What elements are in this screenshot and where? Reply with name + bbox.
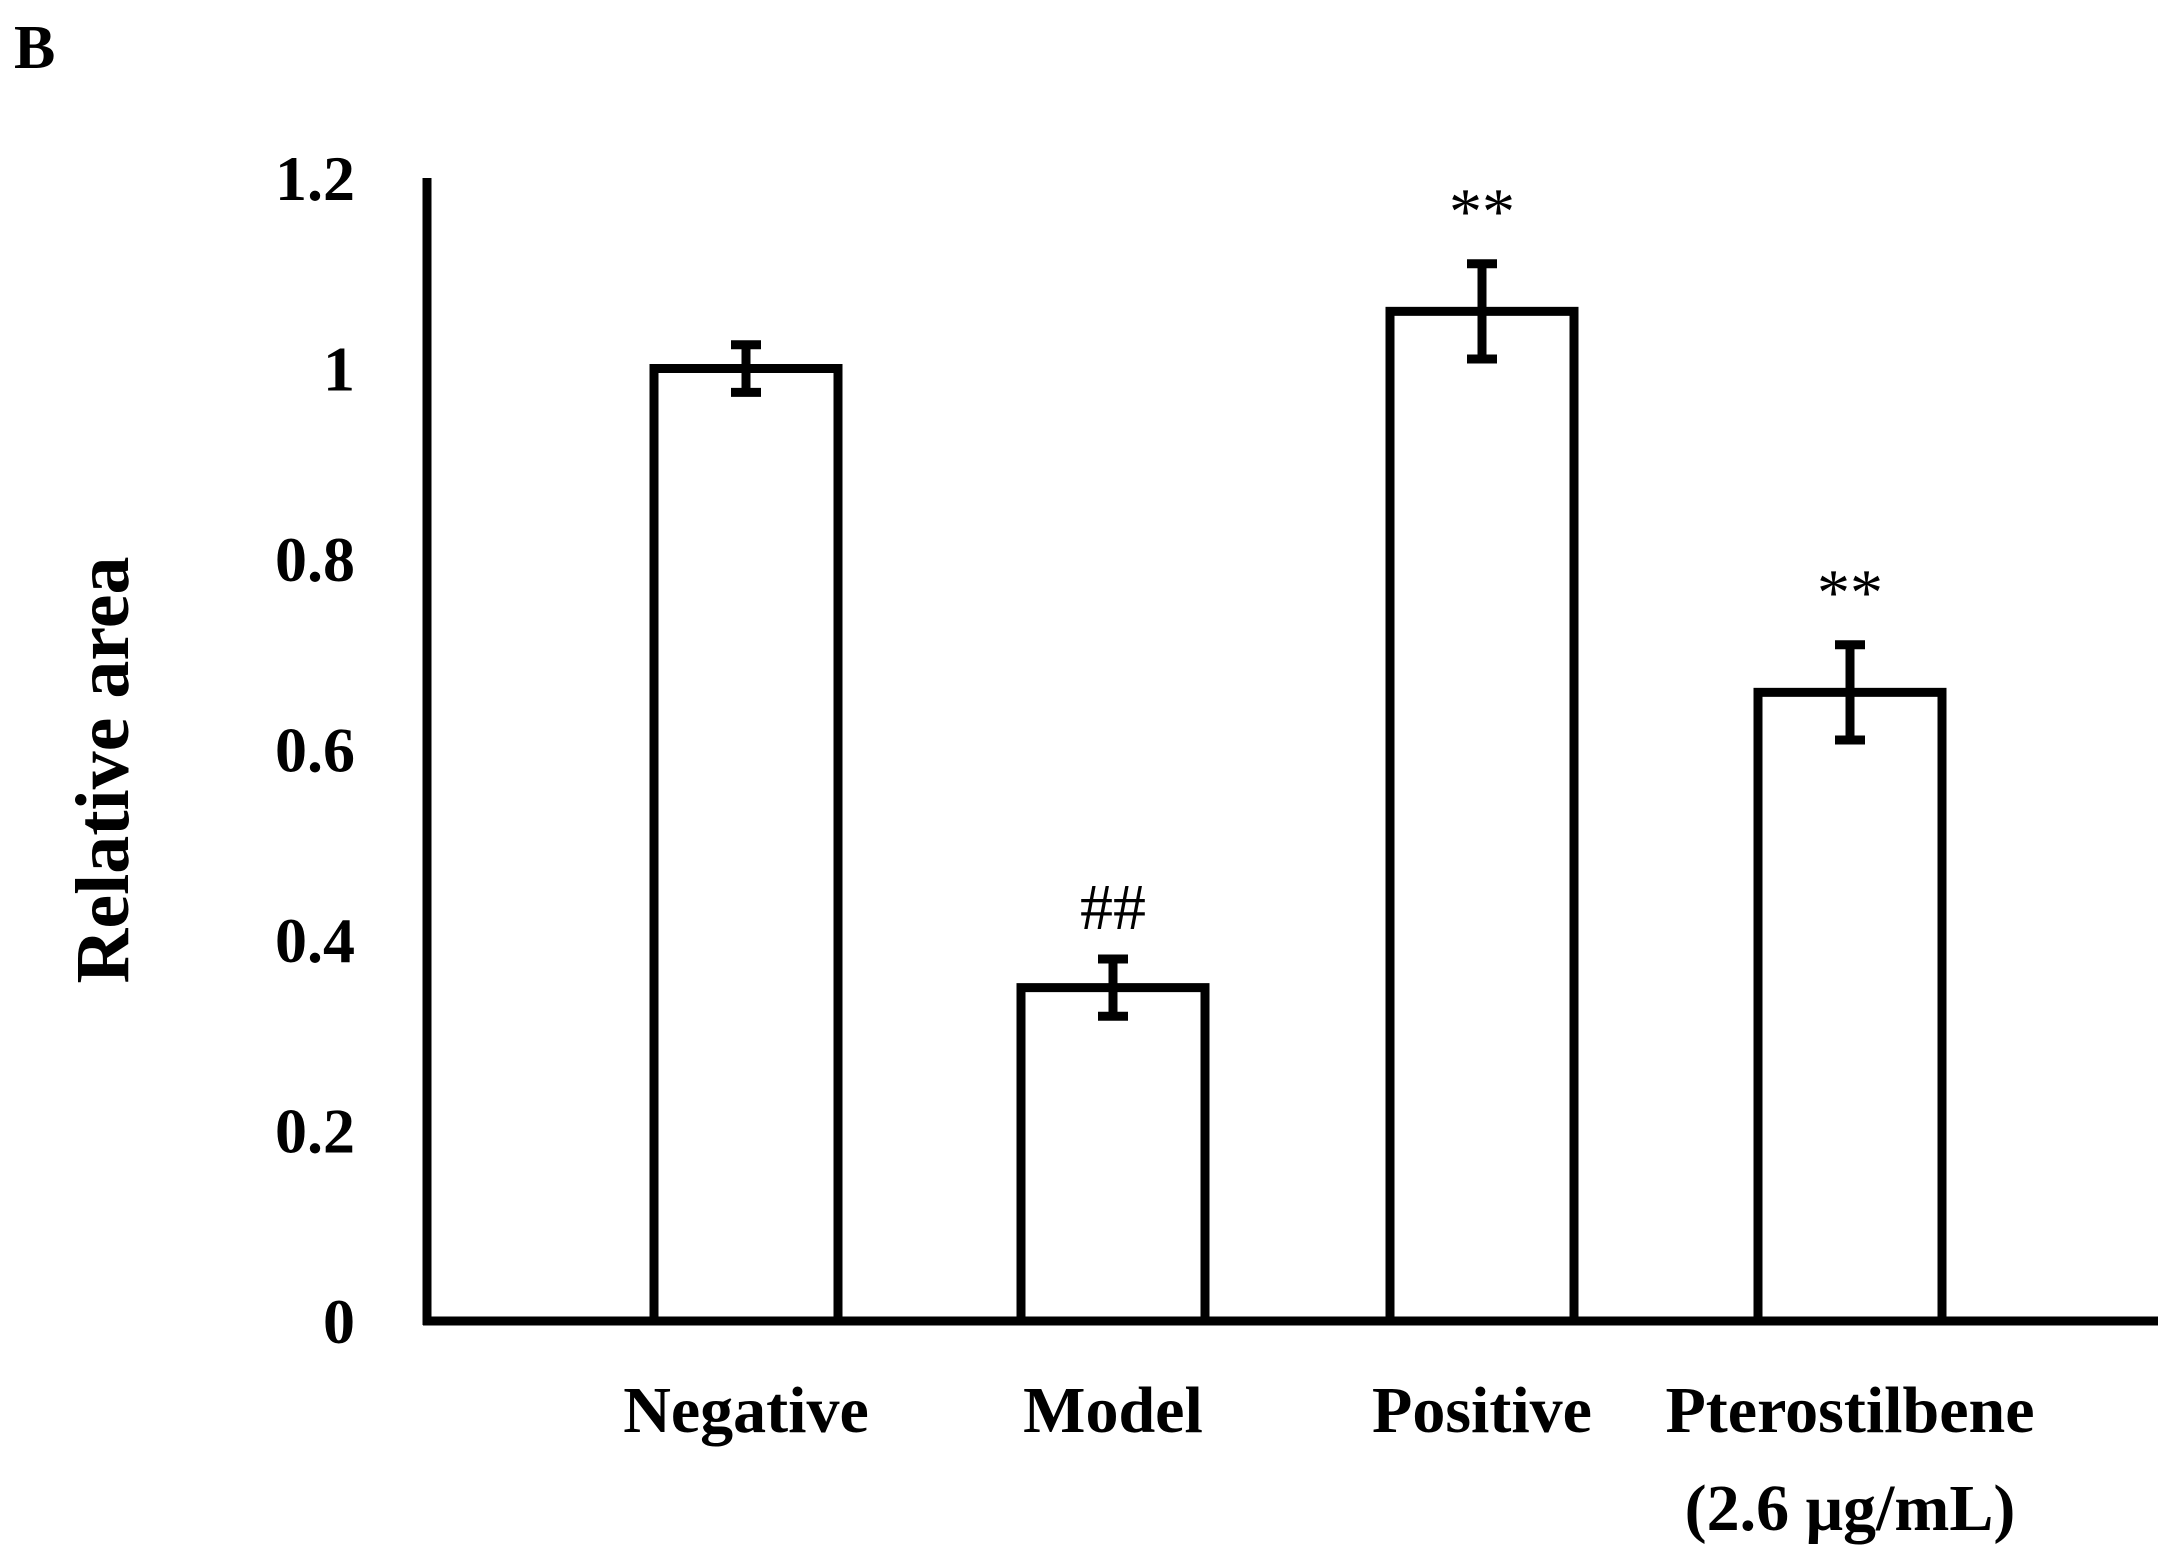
- bars-group: ## ** **: [649, 176, 1947, 1326]
- x-category-label: Negative: [623, 1374, 869, 1447]
- significance-label: **: [1817, 557, 1883, 630]
- y-tick-label: 0.8: [275, 524, 355, 595]
- error-bar: [1098, 954, 1128, 1021]
- bar: [1753, 687, 1947, 1326]
- error-bar: [1467, 259, 1497, 364]
- x-category-labels: Negative Model Positive Pterostilbene (2.6 μ…: [623, 1374, 2034, 1545]
- significance-label: **: [1449, 176, 1515, 249]
- y-tick-label: 0.6: [275, 715, 355, 786]
- x-category-label: Pterostilbene: [1665, 1374, 2034, 1447]
- bar: [1016, 983, 1210, 1326]
- y-tick-label: 1: [323, 334, 355, 405]
- panel-label: B: [14, 14, 55, 82]
- axes-group: [422, 178, 2158, 1326]
- y-tick-label: 0.2: [275, 1096, 355, 1167]
- x-category-label-line2: (2.6 μg/mL): [1685, 1472, 2016, 1545]
- x-category-label: Model: [1023, 1374, 1203, 1447]
- y-tick-label: 0.4: [275, 905, 355, 976]
- y-tick-label: 0: [323, 1286, 355, 1357]
- y-tick-labels: 0 0.2 0.4 0.6 0.8 1 1.2: [275, 143, 355, 1357]
- y-axis-title: Relative area: [61, 557, 145, 984]
- bar: [649, 364, 843, 1326]
- y-tick-label: 1.2: [275, 143, 355, 214]
- error-bar: [1835, 640, 1865, 745]
- error-bar: [731, 340, 761, 397]
- significance-label: ##: [1080, 871, 1146, 944]
- bar: [1385, 306, 1579, 1326]
- x-category-label: Positive: [1372, 1374, 1592, 1447]
